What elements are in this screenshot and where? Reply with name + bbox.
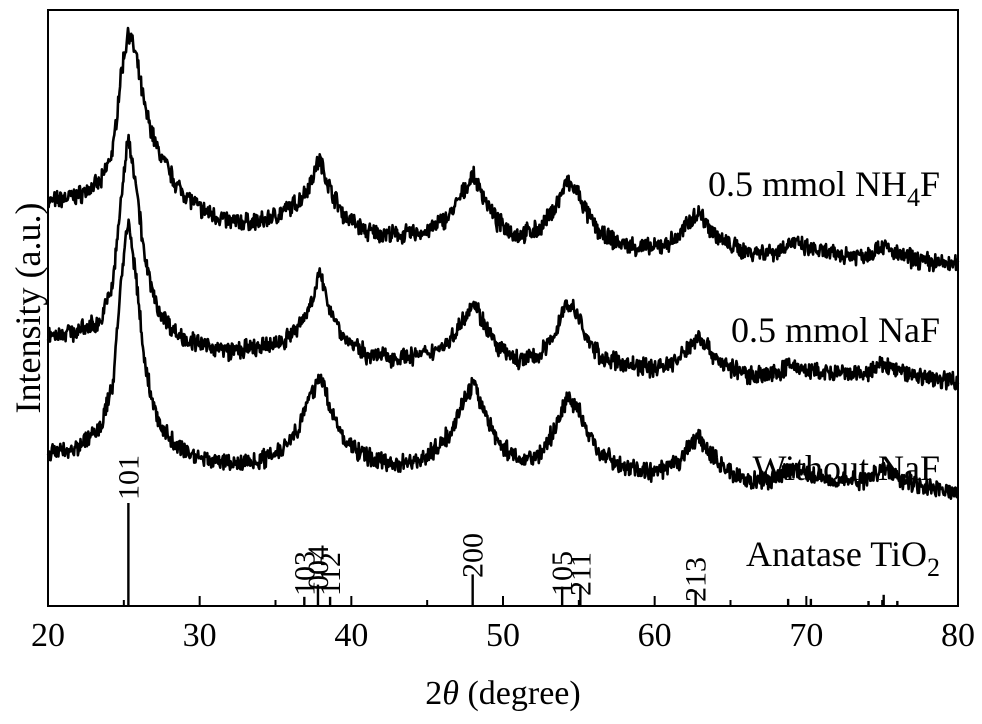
series-line-2 [46, 218, 959, 500]
series-label-2: Without NaF [752, 448, 940, 488]
hkl-label-103: 103 [288, 551, 321, 596]
label-layer: 0.5 mmol NH4F 0.5 mmol NaF Without NaF Anat… [708, 164, 940, 582]
series-line-0 [47, 26, 960, 273]
x-tick-label: 60 [638, 617, 672, 654]
series-line-1 [46, 133, 960, 391]
hkl-label-101: 101 [112, 455, 145, 500]
x-tick-label: 80 [941, 617, 975, 654]
hkl-label-112: 112 [314, 552, 347, 596]
y-axis-label: Intensity (a.u.) [8, 203, 48, 414]
hkl-label-200: 200 [457, 533, 490, 578]
reference-label: Anatase TiO2 [746, 534, 940, 582]
x-tick-label: 20 [31, 617, 65, 654]
x-tick-label: 30 [183, 617, 217, 654]
x-tick-label: 40 [334, 617, 368, 654]
series-layer [46, 26, 960, 500]
plot-frame [47, 9, 959, 607]
series-label-1: 0.5 mmol NaF [731, 310, 940, 350]
hkl-label-004: 004 [302, 545, 335, 590]
hkl-label-213: 213 [680, 557, 713, 602]
series-label-0: 0.5 mmol NH4F [708, 164, 940, 212]
x-tick-label: 70 [789, 617, 823, 654]
axis-layer: 20 30 40 50 60 70 80 [31, 596, 975, 654]
x-axis-label: 2θ (degree) [425, 675, 580, 712]
hkl-label-105: 105 [546, 551, 579, 596]
hkl-label-211: 211 [564, 552, 597, 596]
x-tick-label: 50 [486, 617, 520, 654]
